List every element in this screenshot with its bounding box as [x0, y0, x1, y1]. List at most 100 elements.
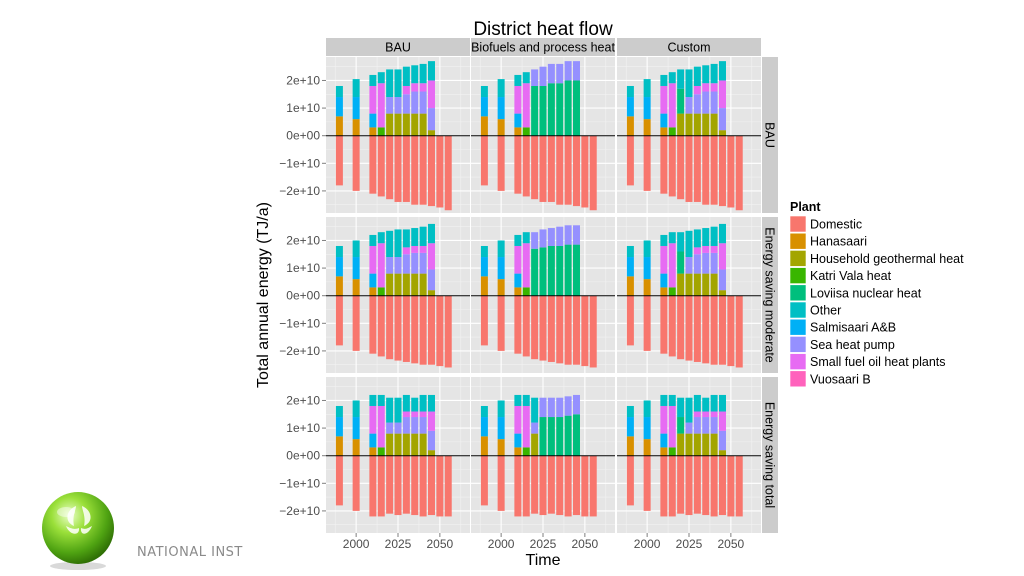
bar-segment [522, 72, 530, 84]
x-tick-label: 2025 [530, 537, 557, 551]
bar-segment [411, 245, 419, 253]
bar-domestic [497, 295, 505, 351]
bar-domestic [514, 295, 522, 354]
bar-segment [702, 411, 710, 418]
bar-domestic [718, 135, 726, 207]
legend-label: Household geothermal heat [810, 252, 964, 266]
bar-segment [386, 422, 394, 434]
bar-segment [352, 279, 360, 296]
bar-segment [572, 80, 580, 136]
bar-segment [685, 422, 693, 434]
bar-segment [427, 108, 435, 131]
bar-segment [377, 83, 385, 128]
bar-segment [419, 411, 427, 418]
bar-segment [497, 79, 505, 98]
panel-2-1 [471, 377, 615, 533]
bar-segment [419, 91, 427, 114]
bar-segment [522, 232, 530, 244]
row-strip-2: Energy saving total [762, 377, 778, 533]
bar-segment [710, 245, 718, 253]
bar-domestic [660, 295, 668, 354]
bar-segment [386, 257, 394, 274]
bar-segment [419, 417, 427, 434]
bar-segment [677, 251, 685, 274]
y-tick-label: 0e+00 [286, 449, 320, 463]
bar-domestic [497, 455, 505, 511]
bar-segment [419, 113, 427, 136]
bar-segment [693, 66, 701, 86]
bar-domestic [436, 295, 444, 367]
panel-2-0 [326, 377, 470, 533]
bar-domestic [514, 455, 522, 517]
column-strip-bg [471, 38, 615, 56]
bar-segment [497, 240, 505, 258]
bar-segment [710, 252, 718, 274]
bar-segment [539, 247, 547, 296]
bar-segment [660, 74, 668, 86]
bar-domestic [335, 295, 343, 346]
row-strip-label: Energy saving moderate [763, 227, 777, 363]
bar-segment [572, 61, 580, 81]
bar-segment [710, 226, 718, 246]
bar-segment [522, 287, 530, 296]
bar-domestic [643, 295, 651, 351]
bar-domestic [539, 295, 547, 361]
legend-label: Katri Vala heat [810, 269, 892, 283]
bar-segment [531, 85, 539, 136]
bar-segment [522, 447, 530, 456]
bar-segment [402, 254, 410, 274]
bar-domestic [539, 455, 547, 516]
bar-segment [668, 83, 676, 128]
bar-domestic [581, 455, 589, 517]
bar-domestic [352, 135, 360, 191]
bar-segment [718, 80, 726, 109]
bar-segment [643, 400, 651, 418]
bar-segment [352, 79, 360, 98]
bar-segment [411, 91, 419, 114]
y-tick-label: −1e+10 [279, 156, 320, 170]
bar-domestic [386, 135, 394, 200]
bar-segment [572, 225, 580, 245]
bar-segment [643, 279, 651, 296]
column-strip-bg [617, 38, 761, 56]
bar-segment [547, 63, 555, 84]
panel-0-0 [326, 57, 470, 213]
bar-segment [626, 405, 634, 418]
bar-domestic [522, 135, 530, 197]
bar-segment [377, 447, 385, 456]
bar-segment [643, 240, 651, 258]
bar-domestic [547, 295, 555, 362]
bar-segment [514, 74, 522, 86]
bar-segment [335, 85, 343, 98]
bar-segment [564, 225, 572, 245]
bar-domestic [427, 295, 435, 365]
bar-segment [427, 290, 435, 296]
bar-segment [660, 273, 668, 288]
bar-segment [427, 394, 435, 412]
panel-2-2 [617, 377, 761, 533]
bar-domestic [531, 455, 539, 514]
x-tick-label: 2050 [427, 537, 454, 551]
bar-segment [685, 230, 693, 258]
y-tick-label: 1e+10 [286, 261, 320, 275]
bar-segment [369, 405, 377, 434]
bar-segment [531, 433, 539, 456]
bar-segment [547, 417, 555, 456]
bar-segment [660, 245, 668, 274]
legend-swatch [789, 250, 807, 267]
bar-domestic [394, 455, 402, 516]
bar-domestic [626, 135, 634, 186]
panel-0-2 [617, 57, 761, 213]
legend-swatch [789, 215, 807, 233]
bar-segment [539, 417, 547, 456]
bar-segment [531, 248, 539, 296]
bar-segment [514, 405, 522, 434]
bar-segment [710, 113, 718, 136]
bar-domestic [668, 135, 676, 197]
legend-swatch [789, 267, 807, 284]
bar-segment [377, 394, 385, 406]
bar-segment [643, 417, 651, 440]
x-tick-label: 2025 [385, 537, 412, 551]
bar-domestic [693, 135, 701, 202]
bar-segment [677, 397, 685, 418]
